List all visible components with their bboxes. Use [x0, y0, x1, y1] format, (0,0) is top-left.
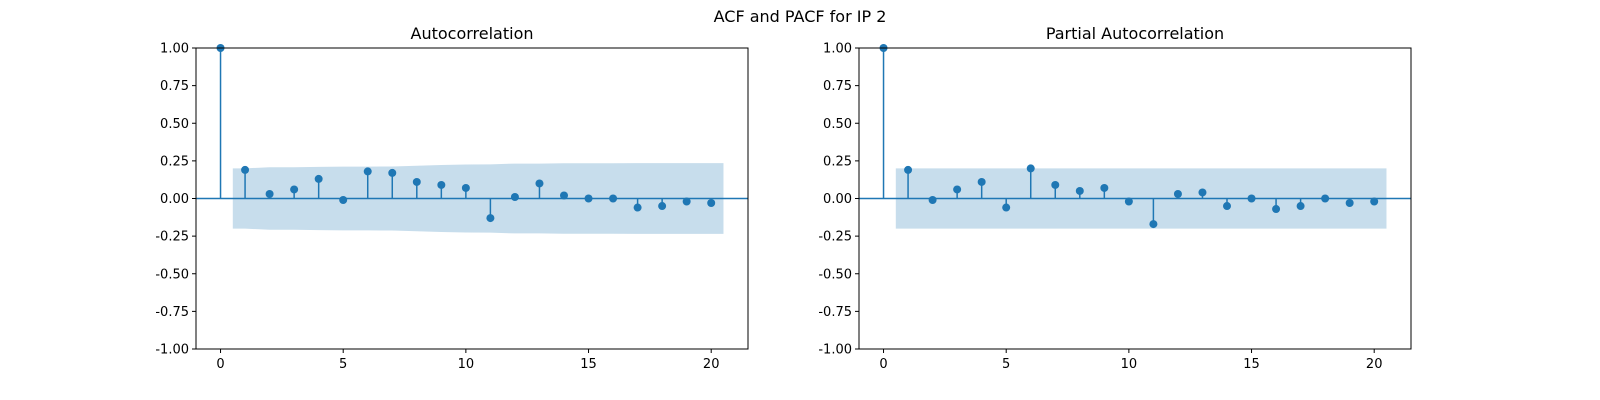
acf-point-lag-17 — [633, 203, 642, 212]
pacf-ytick-label: 0.00 — [823, 192, 852, 207]
pacf-point-lag-11 — [1149, 220, 1158, 229]
acf-point-lag-11 — [486, 214, 495, 223]
acf-point-lag-16 — [609, 194, 618, 203]
pacf-point-lag-4 — [977, 177, 986, 186]
pacf-ytick-label: -0.75 — [818, 305, 852, 320]
acf-ytick-label: -0.75 — [155, 305, 189, 320]
pacf-point-lag-14 — [1223, 202, 1231, 211]
pacf-xtick-label: 20 — [1366, 357, 1383, 372]
acf-xtick-label: 5 — [339, 357, 347, 372]
acf-title: Autocorrelation — [411, 24, 534, 43]
acf-xtick-label: 0 — [216, 357, 224, 372]
acf-point-lag-15 — [584, 194, 593, 203]
acf-point-lag-10 — [461, 183, 470, 192]
acf-point-lag-9 — [437, 180, 446, 189]
acf-point-lag-19 — [682, 197, 691, 206]
figure-title: ACF and PACF for IP 2 — [714, 7, 887, 26]
pacf-xtick-label: 0 — [879, 357, 887, 372]
acf-ytick-label: -0.50 — [155, 267, 189, 282]
acf-point-lag-12 — [510, 192, 519, 201]
pacf-ytick-label: 0.50 — [823, 117, 852, 132]
acf-point-lag-20 — [707, 199, 716, 208]
acf-point-lag-8 — [412, 177, 421, 186]
pacf-title: Partial Autocorrelation — [1046, 24, 1224, 43]
pacf-point-lag-8 — [1075, 186, 1084, 195]
pacf-ytick-label: -0.50 — [818, 267, 852, 282]
pacf-point-lag-16 — [1272, 205, 1281, 214]
acf-ytick-label: 1.00 — [160, 42, 189, 57]
acf-ytick-label: 0.50 — [160, 117, 189, 132]
pacf-ytick-label: 0.75 — [823, 79, 852, 94]
acf-ytick-label: -1.00 — [155, 343, 189, 358]
acf-plot: -1.00 -0.75 -0.50 -0.25 0.00 0.25 0.50 0.75 1.00… — [155, 24, 749, 372]
pacf-xtick-label: 10 — [1121, 357, 1138, 372]
acf-point-lag-7 — [388, 168, 397, 177]
pacf-xtick-label: 15 — [1243, 357, 1260, 372]
pacf-point-lag-7 — [1051, 180, 1060, 189]
acf-point-lag-5 — [339, 196, 348, 205]
pacf-ytick-label: -1.00 — [818, 343, 852, 358]
acf-ytick-label: 0.25 — [160, 154, 189, 169]
pacf-point-lag-3 — [953, 185, 962, 194]
acf-point-lag-13 — [535, 179, 544, 188]
pacf-point-lag-13 — [1198, 188, 1207, 197]
pacf-point-lag-9 — [1100, 183, 1109, 192]
acf-point-lag-18 — [658, 202, 667, 211]
acf-point-lag-3 — [290, 185, 299, 194]
pacf-point-lag-19 — [1345, 199, 1354, 208]
acf-xtick-label: 10 — [458, 357, 475, 372]
pacf-point-lag-1 — [904, 165, 913, 174]
pacf-ytick-label: 0.25 — [823, 154, 852, 169]
pacf-point-lag-6 — [1026, 164, 1035, 173]
pacf-point-lag-5 — [1002, 203, 1011, 212]
pacf-point-lag-15 — [1247, 194, 1256, 203]
acf-ytick-label: 0.75 — [160, 79, 189, 94]
pacf-ytick-label: -0.25 — [818, 230, 852, 245]
pacf-point-lag-2 — [928, 196, 937, 205]
pacf-point-lag-12 — [1173, 189, 1182, 198]
pacf-point-lag-20 — [1370, 197, 1379, 206]
pacf-xtick-label: 5 — [1002, 357, 1010, 372]
acf-point-lag-1 — [241, 165, 250, 174]
acf-ytick-label: -0.25 — [155, 230, 189, 245]
acf-point-lag-4 — [314, 174, 323, 183]
acf-point-lag-14 — [560, 191, 568, 200]
acf-point-lag-2 — [265, 189, 274, 198]
acf-point-lag-6 — [363, 167, 372, 176]
pacf-plot: -1.00 -0.75 -0.50 -0.25 0.00 0.25 0.50 0.75 1.00… — [818, 24, 1412, 372]
acf-xtick-label: 20 — [703, 357, 720, 372]
pacf-point-lag-17 — [1296, 202, 1305, 211]
acf-ytick-label: 0.00 — [160, 192, 189, 207]
pacf-point-lag-10 — [1124, 197, 1133, 206]
pacf-ytick-label: 1.00 — [823, 42, 852, 57]
acf-xtick-label: 15 — [580, 357, 597, 372]
pacf-point-lag-18 — [1321, 194, 1330, 203]
